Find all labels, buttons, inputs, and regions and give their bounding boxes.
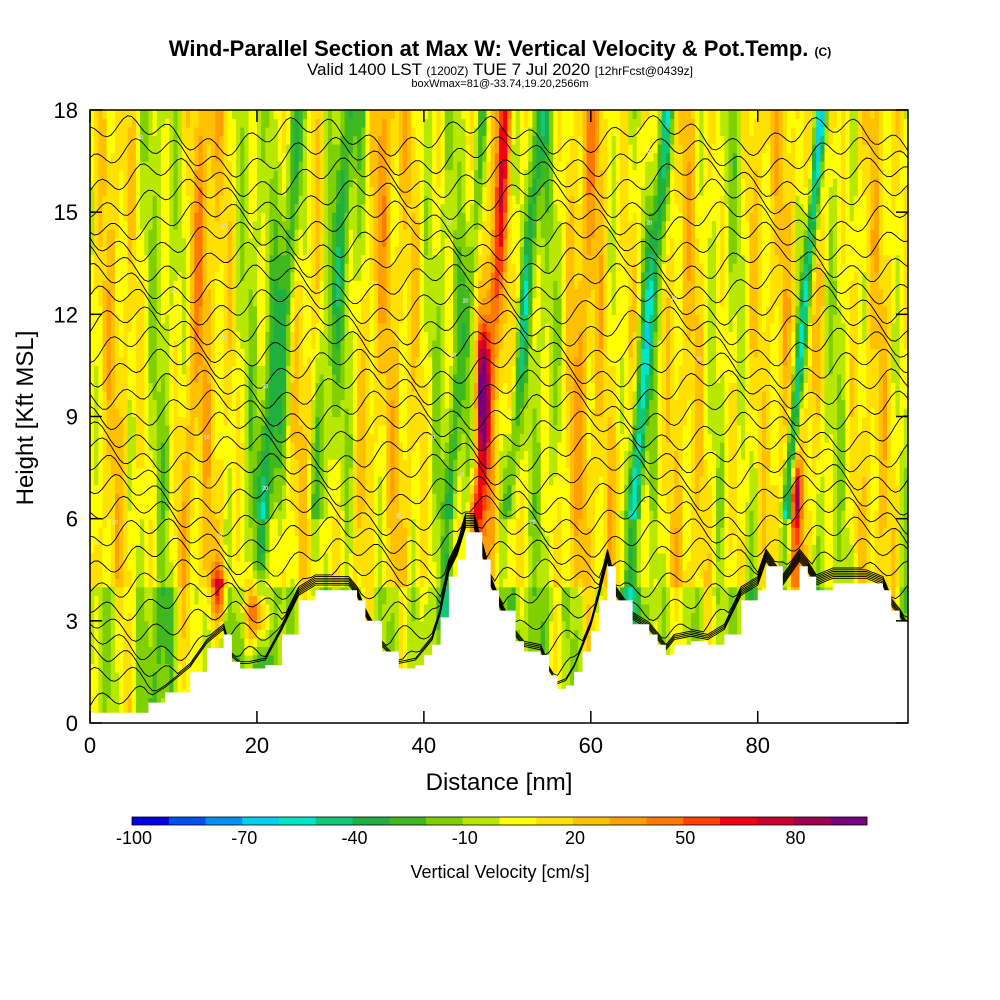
colorbar-swatch: [242, 817, 280, 825]
x-tick-label: 80: [746, 733, 770, 758]
contour-label: 20: [463, 299, 469, 305]
colorbar-tick-label: 20: [565, 828, 585, 848]
colorbar-swatch: [793, 817, 831, 825]
contour-label: 20: [530, 520, 536, 526]
x-tick-label: 60: [579, 733, 603, 758]
valid-date: TUE 7 Jul 2020: [472, 60, 591, 79]
contour-label: 20: [263, 486, 269, 492]
valid-utc: (1200Z): [426, 64, 469, 78]
colorbar-tick-label: -10: [452, 828, 478, 848]
colorbar-swatch: [389, 817, 427, 825]
colorbar-swatch: [756, 817, 794, 825]
x-tick-label: 0: [84, 733, 96, 758]
colorbar-tick-label: -100: [116, 828, 152, 848]
colorbar-swatch: [352, 817, 390, 825]
contour-label: 20: [459, 472, 465, 478]
terrain-mask: [90, 532, 908, 723]
colorbar-swatch: [646, 817, 684, 825]
colorbar-tick-label: -70: [231, 828, 257, 848]
contour-label: 20: [450, 353, 456, 359]
y-tick-label: 3: [66, 609, 78, 634]
plot-area: 20 20 20 20 20 20 20 20 20 20 20 20 20 20 20 20 20 20 20 20: [90, 110, 908, 723]
contour-label: 20: [263, 384, 269, 390]
chart-subtitle: Valid 1400 LST (1200Z) TUE 7 Jul 2020 [1…: [0, 60, 1000, 80]
contour-label: 20: [171, 289, 177, 295]
contour-label: 20: [429, 435, 435, 441]
y-tick-label: 12: [54, 302, 78, 327]
contour-label: 20: [204, 435, 210, 441]
colorbar-swatch: [683, 817, 721, 825]
colorbar-swatch: [462, 817, 500, 825]
colorbar-swatch: [168, 817, 206, 825]
colorbar-tick-label: -40: [341, 828, 367, 848]
contour-label: 20: [396, 513, 402, 519]
contour-label: 20: [112, 520, 118, 526]
colorbar-swatch: [279, 817, 317, 825]
colorbar-swatch: [205, 817, 243, 825]
forecast-info: [12hrFcst@0439z]: [594, 64, 694, 78]
x-tick-label: 20: [245, 733, 269, 758]
colorbar-swatch: [573, 817, 611, 825]
axes: 0 20 40 60 80 0 3 6 9 12 15 18: [54, 98, 908, 758]
chart-title-text: Wind-Parallel Section at Max W: Vertical…: [168, 36, 809, 61]
y-axis-label: Height [Kft MSL]: [12, 331, 39, 506]
y-tick-label: 9: [66, 405, 78, 430]
contour-label: 20: [446, 220, 452, 226]
contour-label: 20: [646, 220, 652, 226]
contour-label: 20: [137, 135, 143, 141]
colorbar-tick-label: 50: [675, 828, 695, 848]
colorbar-swatch: [315, 817, 353, 825]
y-tick-label: 0: [66, 711, 78, 736]
colorbar-swatch: [830, 817, 868, 825]
x-tick-label: 40: [412, 733, 436, 758]
colorbar-swatch: [720, 817, 758, 825]
contour-label: 20: [217, 534, 223, 540]
y-tick-label: 6: [66, 507, 78, 532]
y-tick-label: 15: [54, 200, 78, 225]
contour-label: 20: [221, 336, 227, 342]
colorbar-tick-label: 80: [785, 828, 805, 848]
y-tick-label: 18: [54, 98, 78, 123]
chart-title: Wind-Parallel Section at Max W: Vertical…: [0, 36, 1000, 62]
colorbar-label: Vertical Velocity [cm/s]: [410, 862, 590, 882]
contour-label: 20: [697, 357, 703, 363]
colorbar-swatch: [499, 817, 537, 825]
copyright-mark: (C): [814, 45, 832, 59]
contour-label: 20: [221, 224, 227, 230]
colorbar: -100 -70 -40 -10 20 50 80: [116, 816, 868, 848]
colorbar-swatch: [426, 817, 464, 825]
box-wmax-info: boxWmax=81@-33.74,19.20,2566m: [411, 78, 589, 90]
contour-label: 20: [672, 295, 678, 301]
colorbar-swatch: [132, 817, 170, 825]
colorbar-border: [131, 816, 868, 826]
contour-labels: 20 20 20 20 20 20 20 20 20 20 20 20 20 20 20 20 20 20 20 20: [112, 135, 702, 540]
contour-label: 20: [646, 149, 652, 155]
x-axis-label: Distance [nm]: [426, 769, 573, 796]
colorbar-swatch: [609, 817, 647, 825]
colorbar-swatch: [536, 817, 574, 825]
valid-prefix: Valid 1400 LST: [306, 60, 422, 79]
